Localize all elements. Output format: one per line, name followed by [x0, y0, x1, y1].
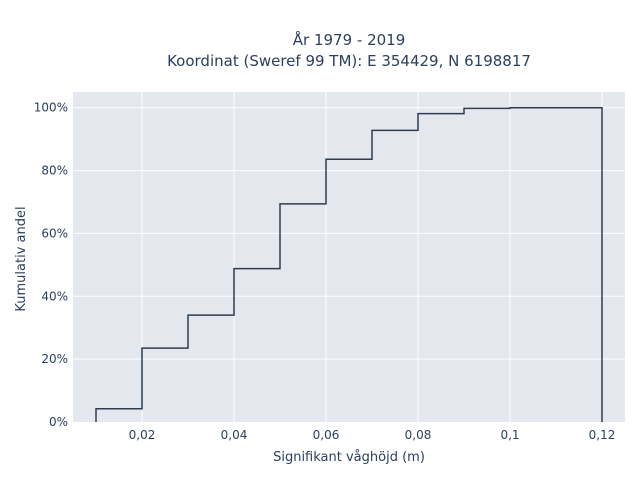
y-tick-label: 0% — [49, 415, 68, 429]
y-tick-label: 80% — [41, 164, 68, 178]
y-tick-label: 100% — [34, 101, 68, 115]
x-tick-label: 0,04 — [221, 428, 248, 442]
chart-title: År 1979 - 2019 Koordinat (Sweref 99 TM):… — [167, 30, 531, 70]
x-tick-label: 0,1 — [500, 428, 519, 442]
series-group — [95, 106, 603, 422]
y-axis-ticks: 0% 20% 40% 60% 80% 100% — [34, 101, 68, 429]
chart-title-line-2: Koordinat (Sweref 99 TM): E 354429, N 61… — [167, 52, 531, 70]
x-axis-title: Signifikant våghöjd (m) — [273, 450, 425, 465]
series-step-line — [95, 106, 603, 422]
x-tick-label: 0,06 — [313, 428, 340, 442]
x-tick-label: 0,08 — [405, 428, 432, 442]
y-tick-label: 20% — [41, 352, 68, 366]
chart-title-line-1: År 1979 - 2019 — [293, 30, 406, 49]
y-tick-label: 40% — [41, 289, 68, 303]
x-tick-label: 0,12 — [589, 428, 616, 442]
x-tick-label: 0,02 — [129, 428, 156, 442]
plot-area — [73, 92, 625, 422]
y-tick-label: 60% — [41, 226, 68, 240]
y-axis-title: Kumulativ andel — [14, 206, 29, 311]
x-axis-ticks: 0,02 0,04 0,06 0,08 0,1 0,12 — [129, 428, 616, 442]
